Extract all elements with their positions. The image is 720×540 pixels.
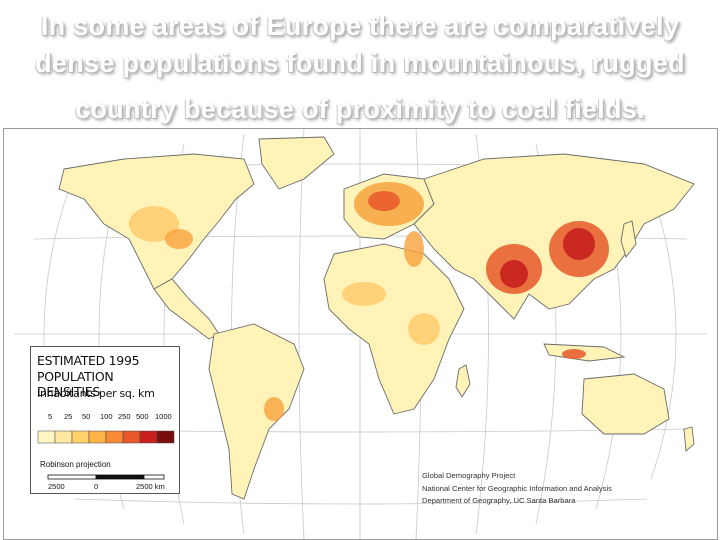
projection-label: Robinson projection: [40, 460, 111, 469]
greenland: [258, 136, 335, 190]
map-svg: [14, 129, 707, 539]
map-legend: ESTIMATED 1995 POPULATION DENSITIES Inha…: [30, 346, 180, 494]
scale-label-left: 2500: [48, 482, 65, 491]
new-zealand: [683, 426, 695, 452]
madagascar: [455, 364, 471, 398]
legend-tick-250: 250: [118, 412, 131, 421]
legend-tick-1000: 1000: [155, 412, 172, 421]
credit-line-1: Global Demography Project: [422, 471, 516, 480]
legend-tick-100: 100: [100, 412, 113, 421]
map-credits: Global Demography Project National Cente…: [422, 470, 612, 508]
slide-title-line-1: In some areas of Europe there are compar…: [40, 11, 680, 41]
scale-label-zero: 0: [94, 482, 99, 491]
slide-title-line-2: dense populations found in mountainous, …: [35, 48, 685, 78]
credit-line-3: Department of Geography, UC Santa Barbar…: [422, 496, 576, 505]
density-overlays: [129, 182, 609, 421]
africa: [323, 243, 465, 415]
legend-title-line-1: ESTIMATED 1995: [37, 353, 140, 368]
slide-title-line-3: country because of proximity to coal fie…: [75, 94, 645, 124]
legend-title-line-2: POPULATION DENSITIES: [37, 369, 114, 399]
japan: [620, 220, 637, 258]
legend-tick-500: 500: [136, 412, 149, 421]
legend-tick-50: 50: [82, 412, 91, 421]
scale-label-right: 2500 km: [136, 482, 165, 491]
legend-tick-25: 25: [64, 412, 73, 421]
legend-subtitle: Inhabitants per sq. km: [37, 387, 155, 400]
south-america: [208, 323, 305, 500]
legend-tick-5: 5: [48, 412, 53, 421]
australia: [581, 373, 670, 435]
credit-line-2: National Center for Geographic Informati…: [422, 483, 612, 493]
